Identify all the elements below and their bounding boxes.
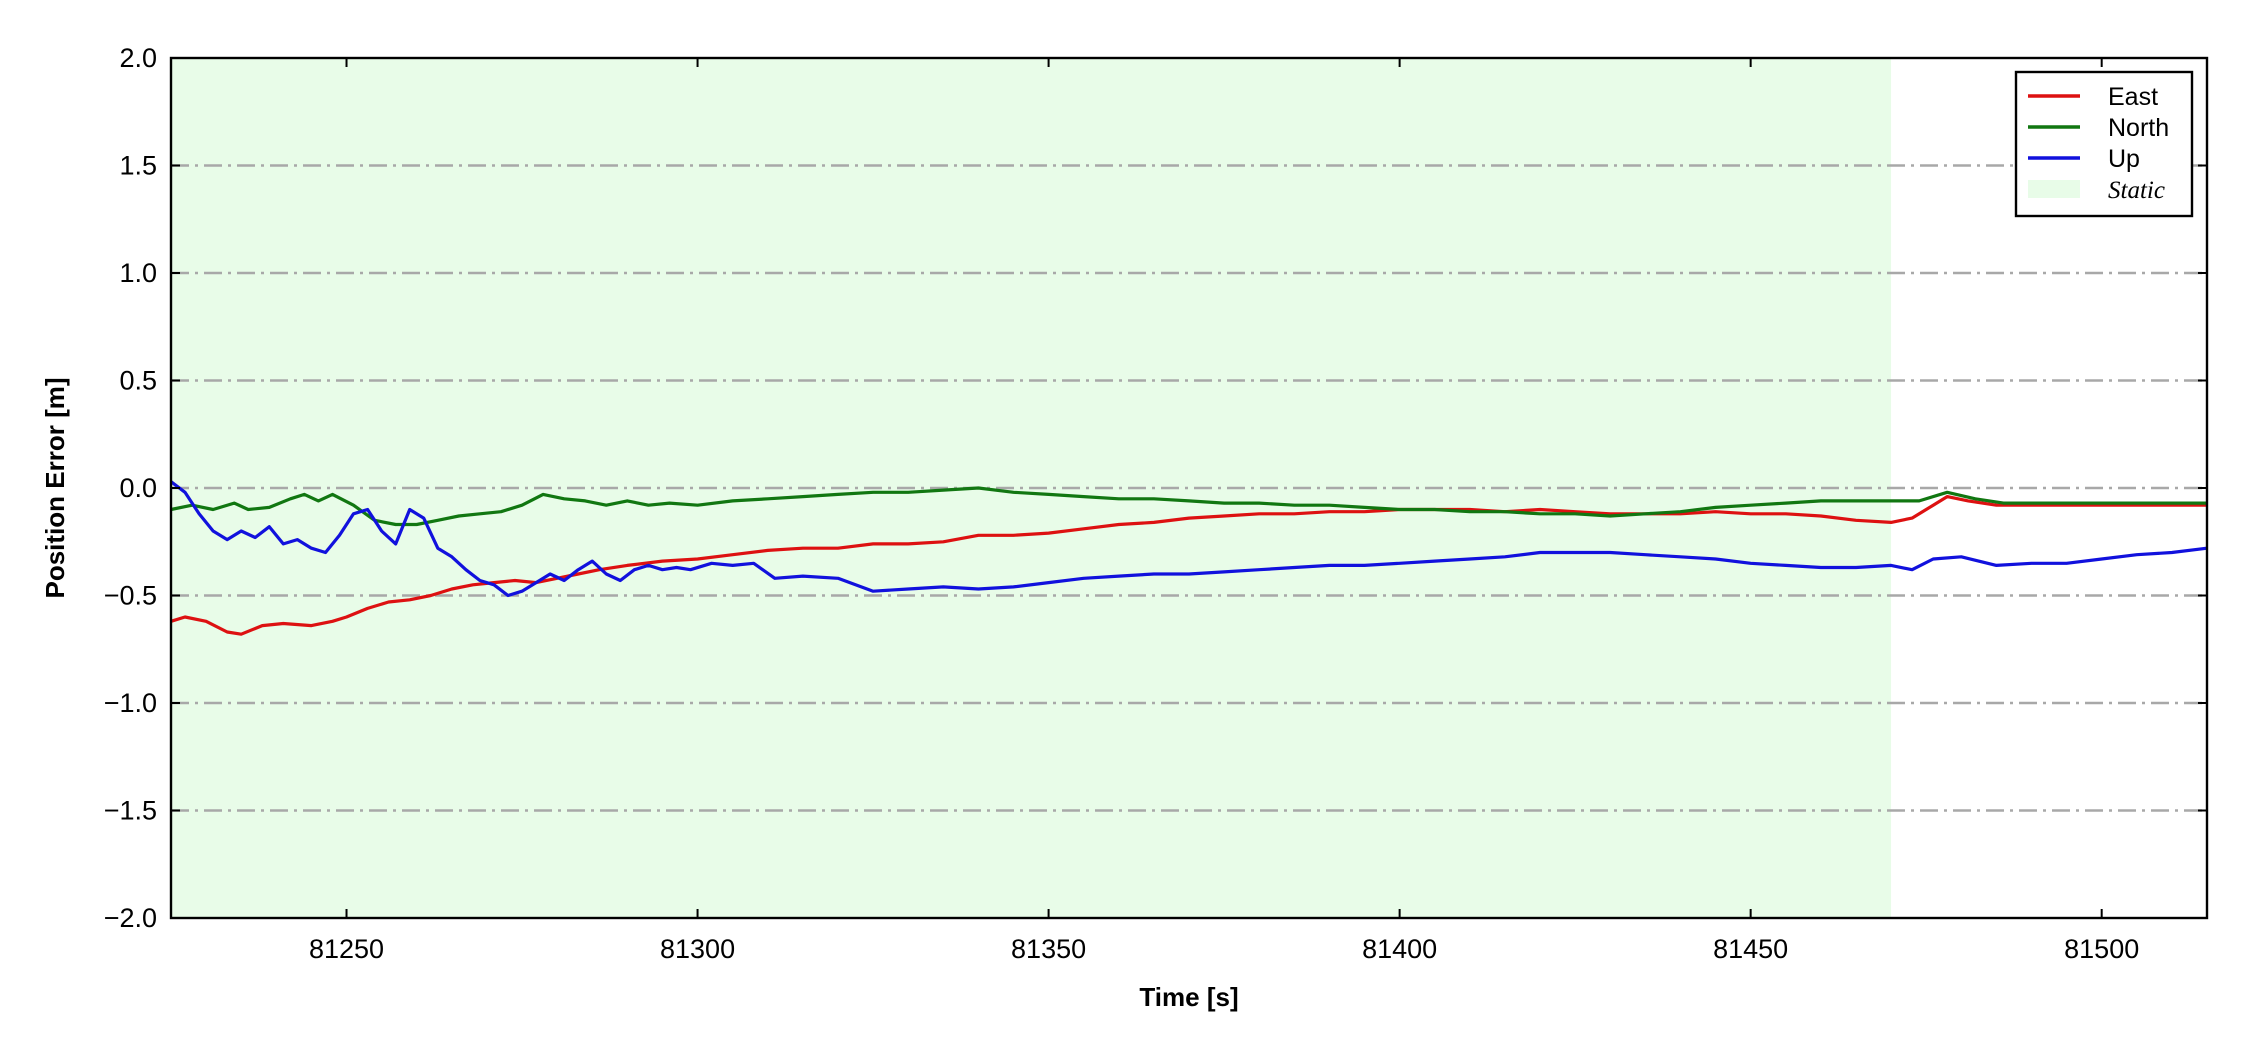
legend: East North Up Static (2014, 70, 2194, 218)
legend-label-north: North (2108, 114, 2169, 142)
tick-labels: 81250 81300 81350 81400 81450 81500 −2.0 −1.5 −1… (104, 43, 2140, 964)
y-tick-label: 0.0 (119, 473, 157, 503)
series-line-north (170, 486, 2207, 527)
series-line-east (170, 495, 2207, 636)
legend-swatch-static (2028, 180, 2080, 198)
y-tick-label: −1.0 (104, 688, 157, 718)
y-axis-label: Position Error [m] (40, 377, 70, 598)
x-tick-label: 81300 (660, 934, 735, 964)
y-tick-label: −2.0 (104, 903, 157, 933)
x-tick-label: 81250 (309, 934, 384, 964)
series-line-up (170, 480, 2208, 598)
y-tick-label: 1.0 (119, 258, 157, 288)
series-lines (170, 480, 2208, 636)
y-tick-label: 1.5 (119, 151, 157, 181)
y-tick-label: −1.5 (104, 796, 157, 826)
x-tick-label: 81450 (1713, 934, 1788, 964)
y-tick-label: 0.5 (119, 366, 157, 396)
x-tick-label: 81500 (2064, 934, 2139, 964)
legend-label-static: Static (2108, 177, 2165, 204)
axes (169, 56, 2209, 920)
y-tick-label: −0.5 (104, 581, 157, 611)
x-axis-label: Time [s] (1139, 982, 1238, 1012)
legend-label-east: East (2108, 83, 2158, 111)
grid-lines (171, 164, 2207, 812)
x-tick-label: 81350 (1011, 934, 1086, 964)
x-tick-label: 81400 (1362, 934, 1437, 964)
legend-label-up: Up (2108, 145, 2140, 173)
y-tick-label: 2.0 (119, 43, 157, 73)
